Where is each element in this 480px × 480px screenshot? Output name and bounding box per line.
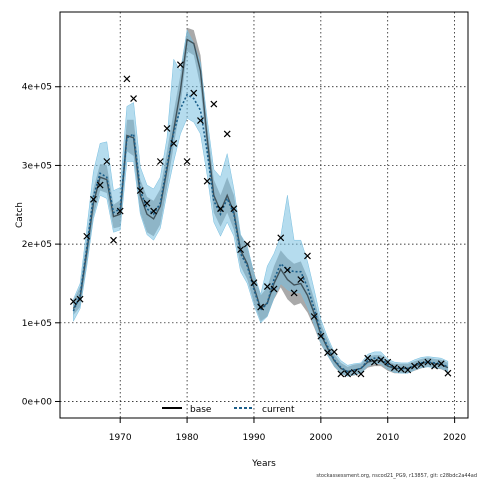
footer-note: stockassessment.org, nscod21_PG9, r13857… <box>316 473 477 479</box>
x-tick-label-2020: 2020 <box>443 433 466 443</box>
x-axis-title: Years <box>251 459 276 469</box>
y-axis-ticks: 0e+00 1e+05 2e+05 3e+05 4e+05 <box>22 83 60 407</box>
observed-catch-marker-1969 <box>110 236 117 244</box>
observed-catch-marker-1981 <box>190 89 198 97</box>
observed-catch-marker-1965 <box>83 232 91 240</box>
observed-catch-marker-1996 <box>290 289 298 297</box>
observed-catch-marker-1989 <box>243 240 251 248</box>
observed-catch-marker-2001 <box>324 349 331 357</box>
observed-catch-marker-1999 <box>310 313 318 320</box>
observed-catch-marker-1982 <box>197 117 204 125</box>
legend-base-label: base <box>190 405 212 415</box>
legend-current-label: current <box>262 405 295 415</box>
y-axis-title: Catch <box>15 202 25 228</box>
observed-catch-marker-2015 <box>417 361 425 368</box>
observed-catch-marker-1983 <box>203 177 211 185</box>
observed-catch-marker-2005 <box>350 368 358 376</box>
observed-catch-marker-1973 <box>136 187 144 195</box>
y-tick-label-4: 4e+05 <box>22 83 52 93</box>
observed-catch-marker-1967 <box>96 181 104 189</box>
observed-catch-marker-2007 <box>364 354 372 362</box>
observed-catch-marker-1977 <box>163 125 171 132</box>
observed-catch-marker-1984 <box>210 100 218 108</box>
grid-lines <box>60 12 468 418</box>
observed-catch-marker-2018 <box>437 360 445 368</box>
observed-catch-marker-1978 <box>170 139 178 147</box>
observed-catch-marker-1979 <box>176 61 184 69</box>
y-tick-label-1: 1e+05 <box>22 319 52 329</box>
observed-catch-marker-1966 <box>90 195 97 203</box>
confidence-bands <box>73 27 449 377</box>
plot-frame <box>59 11 469 419</box>
observed-catch-marker-2016 <box>424 358 432 366</box>
observed-catch-marker-1970 <box>116 207 124 215</box>
observed-catch-markers <box>69 61 452 378</box>
observed-catch-marker-1992 <box>263 283 271 291</box>
y-tick-label-3: 3e+05 <box>22 161 52 171</box>
x-tick-label-1990: 1990 <box>243 433 266 443</box>
observed-catch-marker-1997 <box>297 276 305 283</box>
observed-catch-marker-1975 <box>150 207 158 215</box>
observed-catch-marker-1976 <box>156 158 164 165</box>
observed-catch-marker-2017 <box>431 362 438 370</box>
observed-catch-marker-2010 <box>384 358 392 366</box>
observed-catch-marker-1964 <box>76 295 84 303</box>
observed-catch-marker-2019 <box>444 369 452 377</box>
observed-catch-marker-2011 <box>391 364 398 372</box>
x-tick-label-1980: 1980 <box>176 433 199 443</box>
observed-catch-marker-1974 <box>143 199 151 207</box>
observed-catch-marker-2006 <box>357 370 365 378</box>
observed-catch-marker-1972 <box>130 95 137 102</box>
observed-catch-marker-1993 <box>270 285 278 293</box>
observed-catch-marker-2004 <box>344 370 352 378</box>
current-estimate-line <box>72 93 449 373</box>
observed-catch-marker-1986 <box>223 130 231 138</box>
observed-catch-marker-1987 <box>230 205 238 213</box>
observed-catch-marker-2013 <box>404 366 412 374</box>
observed-catch-marker-2002 <box>330 348 338 356</box>
legend: base current <box>162 405 295 415</box>
observed-catch-marker-1991 <box>257 303 265 311</box>
x-axis-ticks: 1970 1980 1990 2000 2010 2020 <box>109 418 466 443</box>
observed-catch-marker-1998 <box>304 252 311 260</box>
observed-catch-marker-2012 <box>397 365 405 373</box>
observed-catch-marker-1968 <box>103 158 111 165</box>
observed-catch-marker-2003 <box>337 370 345 378</box>
observed-catch-marker-1988 <box>237 246 245 254</box>
base-confidence-band <box>73 27 448 377</box>
observed-catch-marker-1995 <box>283 266 291 274</box>
observed-catch-marker-1963 <box>69 298 77 305</box>
observed-catch-marker-1994 <box>277 234 285 242</box>
x-tick-label-2000: 2000 <box>309 433 332 443</box>
observed-catch-marker-2009 <box>377 356 385 364</box>
observed-catch-marker-2000 <box>317 332 325 340</box>
y-tick-label-2: 2e+05 <box>22 240 52 250</box>
observed-catch-marker-2014 <box>411 362 418 370</box>
observed-catch-marker-1971 <box>123 75 131 83</box>
x-tick-label-1970: 1970 <box>109 433 132 443</box>
x-tick-label-2010: 2010 <box>376 433 399 443</box>
observed-catch-marker-1980 <box>183 158 191 165</box>
observed-catch-marker-2008 <box>370 358 378 366</box>
y-tick-label-0: 0e+00 <box>22 397 53 407</box>
observed-catch-marker-1985 <box>217 205 224 213</box>
observed-catch-marker-1990 <box>250 279 258 287</box>
